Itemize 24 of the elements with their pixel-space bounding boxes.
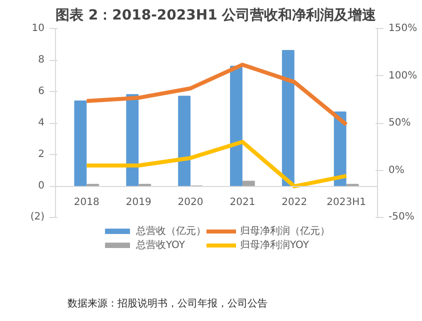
x-tick-label: 2022 (282, 197, 308, 208)
x-tick-label: 2018 (74, 197, 100, 208)
chart-title: 图表 2：2018-2023H1 公司营收和净利润及增速 (56, 6, 378, 24)
y2-tick-label: 0% (388, 164, 404, 176)
y-tick-label: 0 (38, 180, 45, 192)
y-tick-label: (2) (30, 212, 45, 222)
y2-tick-label: -50% (388, 212, 414, 222)
y-tick-label: 2 (38, 149, 45, 160)
y-tick-label: 10 (32, 23, 45, 34)
y2-tick-label: 150% (388, 23, 418, 34)
y-tick-label: 8 (38, 54, 45, 66)
x-tick-label: 2020 (178, 197, 204, 208)
legend-label: 总营收（亿元） (136, 224, 206, 238)
x-tick-label: 2023H1 (326, 197, 366, 208)
legend-label: 归母净利润YOY (240, 238, 309, 252)
legend-label: 归母净利润（亿元） (240, 224, 330, 238)
y-tick-label: 6 (38, 86, 45, 97)
y2-tick-label: 100% (388, 70, 418, 82)
x-tick-label: 2019 (126, 197, 152, 208)
y2-tick-label: 50% (388, 118, 411, 128)
y-tick-label: 4 (38, 118, 45, 128)
source-note: 数据来源：招股说明书，公司年报，公司公告 (68, 298, 268, 310)
x-tick-label: 2021 (230, 197, 256, 208)
legend-label: 总营收YOY (136, 238, 185, 252)
